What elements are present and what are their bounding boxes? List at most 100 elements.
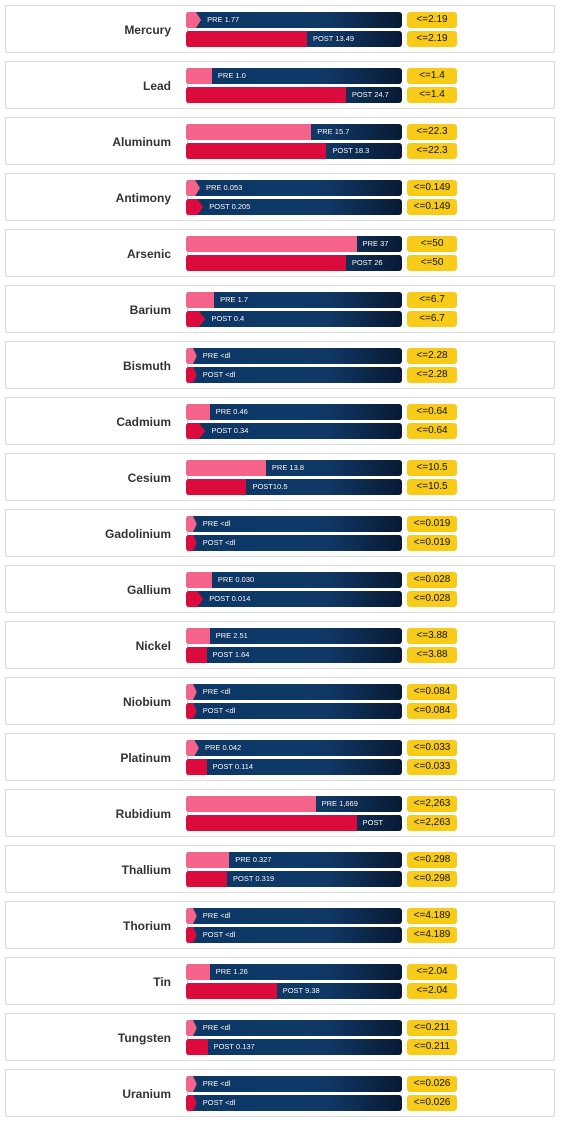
pre-bar-track: PRE 1.7 [186,292,402,308]
pre-bar [186,292,215,308]
post-bar-track: POST 13.49 [186,31,402,47]
post-value-label: POST 0.319 [233,874,275,883]
post-bar-track: POST 26 [186,255,402,271]
post-bar-track: POST10.5 [186,479,402,495]
row-divider [187,908,188,944]
post-bar [186,591,204,607]
post-reference-badge: <=0.211 [407,1039,457,1055]
pre-bar [186,964,210,980]
pre-bar [186,572,212,588]
post-bar-track: POST <dl [186,1095,402,1111]
post-value-label: POST 0.014 [209,594,251,603]
pre-bar [186,460,266,476]
post-bar-track: POST 9.38 [186,983,402,999]
metal-name: Niobium [123,695,171,709]
metal-name: Gadolinium [105,527,171,541]
post-bar-track: POST 0.4 [186,311,402,327]
post-bar-track: POST <dl [186,367,402,383]
post-bar [186,815,357,831]
post-bar-track: POST <dl [186,927,402,943]
pre-value-label: PRE 1.26 [215,967,248,976]
post-value-label: POST 1.64 [212,650,250,659]
post-bar-track: POST 0.205 [186,199,402,215]
pre-bar [186,236,357,252]
row-divider [187,292,188,328]
post-bar [186,311,206,327]
metal-name: Arsenic [126,247,171,261]
post-bar-track: POST <dl [186,703,402,719]
row-divider [187,852,188,888]
metal-name: Cadmium [116,415,171,429]
post-bar-track: POST <dl [186,535,402,551]
post-reference-badge: <=3.88 [407,647,457,663]
post-value-label: POST 0.205 [209,202,251,211]
metal-row: Lead PRE 1.0 <=1.4 POST 24.7 <=1.4 [5,61,555,109]
pre-reference-badge: <=0.211 [407,1020,457,1036]
pre-bar-track: PRE <dl [186,684,402,700]
pre-reference-badge: <=1.4 [407,68,457,84]
pre-bar-track: PRE <dl [186,1020,402,1036]
pre-bar [186,68,212,84]
pre-value-label: PRE 1.0 [217,71,246,80]
post-value-label: POST <dl [202,706,236,715]
post-bar-track: POST 0.014 [186,591,402,607]
metal-name: Nickel [135,639,171,653]
pre-reference-badge: <=2.28 [407,348,457,364]
post-bar [186,423,206,439]
metal-row: Cadmium PRE 0.46 <=0.64 POST 0.34 <=0.64 [5,397,555,445]
post-value-label: POST 18.3 [332,146,370,155]
pre-bar [186,1076,197,1092]
row-divider [187,404,188,440]
post-bar [186,199,204,215]
post-reference-badge: <=0.019 [407,535,457,551]
post-reference-badge: <=2.28 [407,367,457,383]
post-reference-badge: <=0.028 [407,591,457,607]
pre-bar-track: PRE <dl [186,516,402,532]
post-bar [186,759,207,775]
post-reference-badge: <=22.3 [407,143,457,159]
metal-row: Thorium PRE <dl <=4.189 POST <dl <=4.189 [5,901,555,949]
pre-bar [186,1020,197,1036]
post-bar-track: POST 0.34 [186,423,402,439]
metal-row: Uranium PRE <dl <=0.026 POST <dl <=0.026 [5,1069,555,1117]
row-divider [187,740,188,776]
row-divider [187,236,188,272]
post-bar-track: POST [186,815,402,831]
post-bar [186,367,197,383]
pre-bar-track: PRE 1.26 [186,964,402,980]
post-reference-badge: <=0.026 [407,1095,457,1111]
post-value-label: POST 13.49 [312,34,355,43]
post-bar [186,1095,197,1111]
pre-value-label: PRE <dl [202,1079,231,1088]
post-reference-badge: <=2,263 [407,815,457,831]
pre-bar-track: PRE 1.77 [186,12,402,28]
metal-name: Thallium [121,863,171,877]
pre-reference-badge: <=0.019 [407,516,457,532]
row-divider [187,796,188,832]
post-reference-badge: <=2.19 [407,31,457,47]
pre-bar [186,628,210,644]
pre-value-label: PRE 37 [362,239,389,248]
metal-name: Tungsten [117,1031,171,1045]
pre-reference-badge: <=0.026 [407,1076,457,1092]
pre-value-label: PRE <dl [202,519,231,528]
pre-bar-track: PRE 15.7 [186,124,402,140]
pre-bar-track: PRE 1.0 [186,68,402,84]
metal-row: Mercury PRE 1.77 <=2.19 POST 13.49 <=2.19 [5,5,555,53]
pre-value-label: PRE 0.053 [206,183,243,192]
metal-name: Rubidium [115,807,171,821]
row-divider [187,180,188,216]
post-reference-badge: <=6.7 [407,311,457,327]
metal-row: Bismuth PRE <dl <=2.28 POST <dl <=2.28 [5,341,555,389]
pre-bar-track: PRE 37 [186,236,402,252]
metal-row: Gallium PRE 0.030 <=0.028 POST 0.014 <=0.028 [5,565,555,613]
pre-value-label: PRE 1,669 [321,799,358,808]
pre-reference-badge: <=2.19 [407,12,457,28]
post-reference-badge: <=10.5 [407,479,457,495]
pre-value-label: PRE <dl [202,687,231,696]
row-divider [187,460,188,496]
pre-bar-track: PRE <dl [186,908,402,924]
pre-value-label: PRE 0.46 [215,407,248,416]
pre-value-label: PRE <dl [202,1023,231,1032]
